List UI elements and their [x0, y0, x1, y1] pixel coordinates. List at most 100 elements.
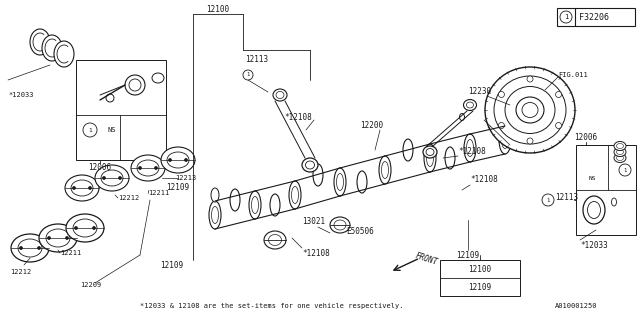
Text: 12209: 12209: [80, 282, 101, 288]
Ellipse shape: [167, 152, 189, 168]
Ellipse shape: [464, 134, 476, 162]
Ellipse shape: [494, 76, 566, 144]
Text: *12108: *12108: [302, 249, 330, 258]
Ellipse shape: [230, 189, 240, 211]
Circle shape: [93, 227, 95, 229]
Ellipse shape: [249, 191, 261, 219]
Text: 12212: 12212: [10, 269, 31, 275]
Ellipse shape: [505, 86, 555, 133]
Ellipse shape: [616, 143, 623, 148]
Text: 12006: 12006: [575, 133, 598, 142]
Bar: [557, 8, 635, 26]
Ellipse shape: [137, 160, 159, 176]
Text: FIG.011: FIG.011: [558, 72, 588, 78]
Ellipse shape: [289, 181, 301, 209]
Ellipse shape: [499, 126, 511, 154]
Ellipse shape: [39, 224, 77, 252]
Ellipse shape: [211, 188, 219, 202]
Ellipse shape: [423, 146, 437, 158]
Circle shape: [74, 227, 77, 229]
Ellipse shape: [334, 168, 346, 196]
Ellipse shape: [73, 219, 97, 237]
Circle shape: [102, 177, 106, 180]
Text: 12211: 12211: [148, 190, 169, 196]
Ellipse shape: [426, 149, 433, 166]
Ellipse shape: [426, 148, 434, 156]
Ellipse shape: [291, 187, 298, 204]
Ellipse shape: [460, 114, 465, 121]
Ellipse shape: [18, 239, 42, 257]
Circle shape: [527, 138, 533, 144]
Circle shape: [47, 236, 51, 239]
Circle shape: [184, 158, 188, 162]
Ellipse shape: [502, 132, 509, 148]
Ellipse shape: [403, 139, 413, 161]
Text: 12213: 12213: [175, 175, 196, 181]
Ellipse shape: [211, 206, 218, 223]
Ellipse shape: [614, 154, 626, 163]
Text: F32206: F32206: [579, 12, 609, 21]
Ellipse shape: [467, 140, 474, 156]
Bar: [576, 145, 636, 235]
Text: 12212: 12212: [118, 195, 140, 201]
Ellipse shape: [337, 173, 344, 190]
Ellipse shape: [467, 102, 474, 108]
Circle shape: [118, 177, 122, 180]
Text: 12113: 12113: [555, 194, 578, 203]
Text: *12108: *12108: [284, 114, 312, 123]
Text: E50506: E50506: [346, 228, 374, 236]
Text: NS: NS: [589, 175, 596, 180]
Text: *12033: *12033: [580, 241, 608, 250]
Text: 1: 1: [564, 14, 568, 20]
Ellipse shape: [161, 147, 195, 173]
Ellipse shape: [65, 175, 99, 201]
Ellipse shape: [611, 198, 616, 206]
Ellipse shape: [424, 144, 436, 172]
Ellipse shape: [11, 234, 49, 262]
Text: 1: 1: [547, 197, 550, 203]
Ellipse shape: [330, 217, 350, 233]
Circle shape: [556, 123, 561, 129]
Circle shape: [542, 194, 554, 206]
Circle shape: [19, 246, 22, 250]
Text: 12109: 12109: [166, 183, 189, 193]
Text: 12113: 12113: [245, 55, 268, 65]
Ellipse shape: [379, 156, 391, 184]
Text: 12230: 12230: [468, 87, 491, 97]
Text: 12109: 12109: [468, 284, 492, 292]
Bar: [76, 60, 166, 160]
Ellipse shape: [381, 162, 388, 179]
Ellipse shape: [334, 220, 346, 230]
Circle shape: [168, 158, 172, 162]
Ellipse shape: [276, 92, 284, 99]
Ellipse shape: [152, 73, 164, 83]
Ellipse shape: [616, 149, 623, 155]
Ellipse shape: [101, 170, 123, 186]
Ellipse shape: [131, 155, 165, 181]
Circle shape: [125, 75, 145, 95]
Circle shape: [243, 70, 253, 80]
Ellipse shape: [54, 41, 74, 67]
Ellipse shape: [270, 194, 280, 216]
Text: 12200: 12200: [360, 121, 383, 130]
Ellipse shape: [305, 161, 314, 169]
Ellipse shape: [357, 171, 367, 193]
Ellipse shape: [616, 156, 623, 161]
Ellipse shape: [302, 158, 318, 172]
Text: 12109: 12109: [456, 251, 479, 260]
Ellipse shape: [273, 89, 287, 101]
Ellipse shape: [614, 141, 626, 150]
Text: FRONT: FRONT: [413, 252, 438, 268]
Circle shape: [619, 164, 631, 176]
Circle shape: [88, 187, 92, 189]
Text: 13021: 13021: [302, 218, 325, 227]
Text: *12108: *12108: [470, 175, 498, 185]
Text: *12033 & 12108 are the set-items for one vehicle respectively.: *12033 & 12108 are the set-items for one…: [140, 303, 403, 309]
Ellipse shape: [209, 201, 221, 229]
Text: 1: 1: [246, 73, 250, 77]
Text: 1: 1: [88, 127, 92, 132]
Ellipse shape: [522, 102, 538, 117]
Circle shape: [129, 79, 141, 91]
Ellipse shape: [485, 67, 575, 153]
Text: 12100: 12100: [207, 5, 230, 14]
